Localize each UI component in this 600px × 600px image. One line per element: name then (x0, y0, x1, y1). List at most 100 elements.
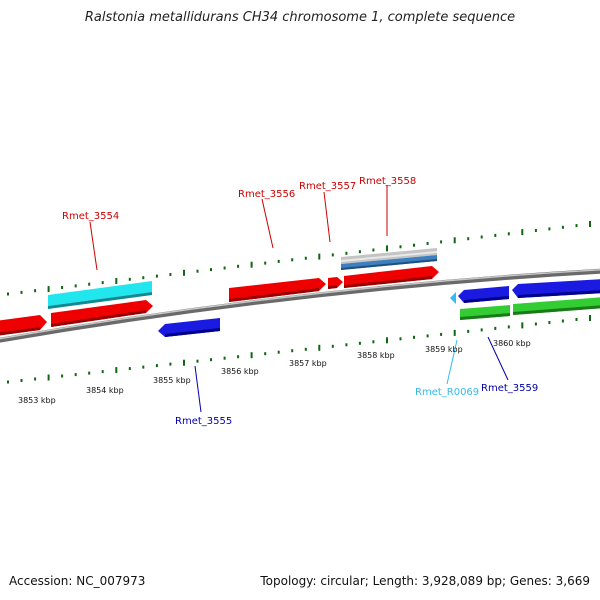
steel-feature[interactable] (341, 255, 437, 270)
green-feature-1[interactable] (460, 305, 510, 320)
gene-label-rmet-3556[interactable]: Rmet_3556 (238, 189, 295, 200)
minor-tick (494, 233, 497, 237)
minor-tick (210, 358, 212, 362)
gene-rmet-3555-arrow[interactable] (158, 318, 220, 337)
major-tick (318, 344, 321, 351)
minor-tick (34, 289, 37, 293)
minor-tick (101, 281, 104, 285)
minor-tick (440, 332, 443, 336)
grey-feature[interactable] (341, 248, 437, 264)
minor-tick (61, 374, 64, 378)
cyan-feature[interactable] (48, 281, 152, 309)
minor-tick (237, 264, 240, 268)
backbone (0, 268, 600, 343)
accession-text: Accession: NC_007973 (9, 574, 146, 588)
major-tick (386, 337, 388, 344)
minor-tick (304, 256, 307, 260)
minor-tick (277, 259, 280, 263)
major-tick (521, 229, 524, 236)
minor-tick (548, 227, 551, 231)
minor-tick (7, 380, 9, 384)
minor-tick (399, 245, 402, 249)
minor-tick (548, 321, 551, 324)
scale-label-3855: 3855 kbp (153, 376, 191, 385)
scale-label-3856: 3856 kbp (221, 367, 259, 376)
minor-tick (88, 282, 91, 286)
gene-label-rmet-3558[interactable]: Rmet_3558 (359, 176, 416, 187)
minor-tick (142, 276, 145, 280)
scale-label-3857: 3857 kbp (289, 359, 327, 368)
scale-label-3854: 3854 kbp (86, 386, 124, 395)
minor-tick (155, 364, 158, 368)
gene-label-rmet-3559[interactable]: Rmet_3559 (481, 383, 538, 394)
minor-tick (467, 329, 470, 333)
major-tick (115, 367, 118, 374)
minor-tick (561, 319, 564, 323)
minor-tick (575, 224, 578, 228)
gene-label-rmet-3555[interactable]: Rmet_3555 (175, 416, 232, 427)
minor-tick (480, 235, 483, 239)
major-tick (47, 374, 50, 381)
major-tick (183, 269, 185, 276)
minor-tick (561, 225, 564, 229)
minor-tick (507, 325, 510, 329)
gene-rmet-3560-arrow[interactable] (512, 279, 600, 298)
minor-tick (399, 337, 402, 341)
minor-tick (358, 341, 361, 345)
minor-tick (61, 286, 64, 289)
scale-label-3853: 3853 kbp (18, 396, 56, 405)
scale-label-3860: 3860 kbp (493, 339, 531, 348)
scale-labels: 3853 kbp 3854 kbp 3855 kbp 3856 kbp 3857… (18, 339, 531, 405)
major-tick (453, 329, 456, 336)
gene-rmet-3554-arrow[interactable] (51, 300, 153, 327)
minor-tick (7, 292, 9, 296)
minor-tick (210, 268, 212, 272)
minor-tick (20, 379, 23, 382)
rna-rmet-r0069-arrow[interactable] (450, 292, 456, 304)
gene-rmet-3553-arrow[interactable] (0, 315, 47, 336)
minor-tick (413, 335, 415, 339)
minor-tick (34, 377, 37, 381)
minor-tick (372, 340, 375, 344)
inner-tick-track (7, 315, 591, 384)
gene-rmet-3556-arrow[interactable] (229, 278, 326, 302)
minor-tick (467, 237, 470, 241)
minor-tick (142, 365, 145, 369)
minor-tick (534, 322, 537, 326)
minor-tick (331, 253, 334, 257)
minor-tick (155, 274, 158, 278)
gene-rmet-3557-arrow[interactable] (328, 277, 343, 289)
map-title: Ralstonia metallidurans CH34 chromosome … (84, 10, 516, 25)
gene-label-rmet-3557[interactable]: Rmet_3557 (299, 181, 356, 192)
minor-tick (426, 242, 429, 245)
green-feature-2[interactable] (513, 297, 600, 315)
gene-rmet-3559-arrow[interactable] (458, 286, 509, 303)
minor-tick (440, 240, 443, 244)
minor-tick (291, 258, 294, 262)
major-tick (386, 245, 388, 252)
minor-tick (74, 284, 77, 288)
minor-tick (291, 349, 294, 353)
outer-tick-track (7, 221, 591, 296)
gene-label-rmet-r0069[interactable]: Rmet_R0069 (415, 387, 479, 398)
minor-tick (264, 261, 267, 265)
minor-tick (169, 273, 172, 276)
minor-tick (413, 243, 415, 247)
major-tick (115, 278, 118, 284)
major-tick (521, 322, 524, 329)
major-tick (318, 253, 321, 260)
minor-tick (494, 326, 497, 330)
minor-tick (480, 328, 483, 332)
minor-tick (426, 334, 429, 338)
minor-tick (331, 344, 334, 348)
major-tick (250, 352, 253, 359)
minor-tick (88, 371, 91, 375)
minor-tick (237, 355, 240, 359)
minor-tick (20, 290, 23, 294)
minor-tick (575, 318, 578, 321)
gene-label-rmet-3554[interactable]: Rmet_3554 (62, 211, 119, 222)
major-tick (589, 315, 591, 321)
minor-tick (196, 359, 199, 363)
major-tick (453, 237, 456, 244)
gene-rmet-3558-arrow[interactable] (344, 266, 439, 288)
